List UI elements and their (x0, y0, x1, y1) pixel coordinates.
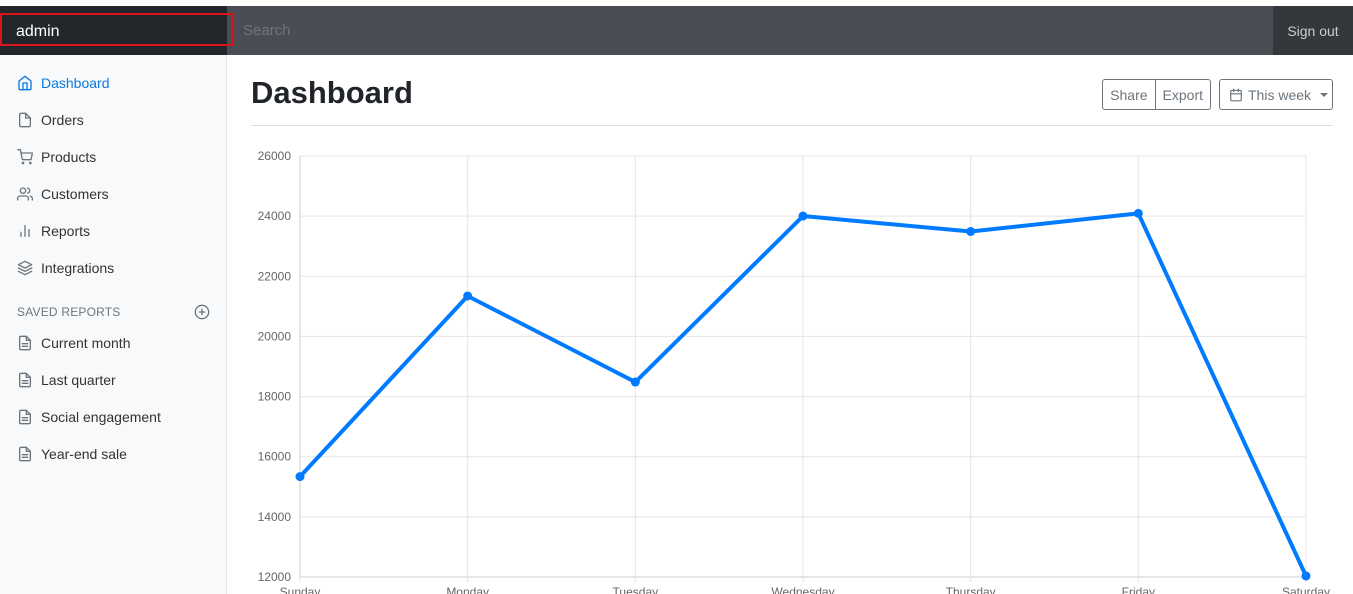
x-tick-label: Tuesday (613, 585, 659, 594)
sidebar-item-reports[interactable]: Reports (0, 212, 226, 249)
caret-down-icon (1320, 92, 1329, 97)
data-point[interactable] (966, 227, 976, 237)
chart-grid (299, 155, 1307, 582)
sidebar-item-label: Orders (41, 111, 84, 128)
file-text-icon (19, 372, 31, 387)
x-tick-label: Sunday (280, 585, 321, 594)
saved-report-social-engagement[interactable]: Social engagement (0, 398, 226, 435)
sidebar-item-dashboard[interactable]: Dashboard (0, 64, 226, 101)
x-tick-label: Saturday (1282, 585, 1330, 594)
sidebar-item-label: Dashboard (41, 74, 110, 91)
main-content: Dashboard Share Export This week (251, 55, 1333, 126)
sidebar-item-products[interactable]: Products (0, 138, 226, 175)
saved-report-current-month[interactable]: Current month (0, 324, 226, 361)
saved-report-label: Social engagement (41, 408, 161, 425)
saved-report-year-end-sale[interactable]: Year-end sale (0, 435, 226, 472)
data-point[interactable] (295, 472, 305, 482)
y-axis-ticks: 12000 14000 16000 18000 20000 22000 24000 26000 (258, 149, 292, 584)
saved-reports-heading-label: Saved reports (17, 305, 121, 319)
top-navbar: admin Sign out (0, 6, 1353, 55)
page-title: Dashboard (251, 75, 413, 110)
saved-report-label: Last quarter (41, 371, 116, 388)
y-tick-label: 20000 (258, 329, 292, 343)
x-tick-label: Thursday (946, 585, 996, 594)
y-tick-label: 12000 (258, 570, 292, 584)
data-point[interactable] (1301, 571, 1311, 581)
bar-chart-icon (20, 224, 30, 237)
plus-circle-icon[interactable] (194, 304, 210, 320)
sign-out-button[interactable]: Sign out (1273, 6, 1353, 55)
brand-link[interactable]: admin (0, 6, 227, 55)
layers-icon (17, 260, 33, 275)
y-tick-label: 22000 (258, 269, 292, 283)
saved-report-last-quarter[interactable]: Last quarter (0, 361, 226, 398)
export-button[interactable]: Export (1155, 79, 1211, 110)
search-input[interactable] (227, 6, 1273, 55)
y-tick-label: 24000 (258, 209, 292, 223)
data-point[interactable] (1133, 208, 1143, 218)
file-icon (19, 112, 31, 127)
chart-series (295, 208, 1311, 581)
period-dropdown-button[interactable]: This week (1219, 79, 1333, 110)
x-tick-label: Friday (1122, 585, 1155, 594)
sidebar-item-label: Reports (41, 222, 91, 239)
file-text-icon (19, 446, 31, 461)
file-text-icon (19, 409, 31, 424)
data-point[interactable] (798, 211, 808, 221)
home-icon (18, 75, 32, 90)
line-chart: 12000 14000 16000 18000 20000 22000 24000 26000… (258, 149, 1330, 594)
y-tick-label: 18000 (258, 390, 292, 404)
shopping-cart-icon (17, 148, 33, 164)
sidebar-item-customers[interactable]: Customers (0, 175, 226, 212)
y-tick-label: 16000 (258, 450, 292, 464)
toolbar-button-group: Share Export (1102, 79, 1211, 110)
sidebar-item-orders[interactable]: Orders (0, 101, 226, 138)
y-tick-label: 14000 (258, 510, 292, 524)
sidebar-item-integrations[interactable]: Integrations (0, 249, 226, 286)
users-icon (17, 186, 33, 201)
brand-label: admin (16, 23, 60, 40)
calendar-icon (1230, 88, 1242, 101)
period-label: This week (1248, 86, 1312, 103)
sidebar-item-label: Customers (41, 185, 109, 202)
y-tick-label: 26000 (258, 149, 292, 163)
saved-reports-heading: Saved reports (0, 300, 226, 324)
sidebar: Dashboard Orders Products Customers Repo… (0, 55, 227, 594)
sidebar-item-label: Products (41, 148, 97, 165)
chart-container: 12000 14000 16000 18000 20000 22000 24000 26000… (227, 140, 1353, 594)
x-tick-label: Wednesday (771, 585, 834, 594)
data-point[interactable] (463, 291, 473, 301)
saved-report-label: Current month (41, 334, 131, 351)
page-header: Dashboard Share Export This week (251, 55, 1333, 126)
share-button[interactable]: Share (1102, 79, 1156, 110)
file-text-icon (19, 335, 31, 350)
saved-report-label: Year-end sale (41, 445, 127, 462)
data-point[interactable] (630, 377, 640, 387)
x-axis-ticks: Sunday Monday Tuesday Wednesday Thursday Frid… (280, 585, 1330, 594)
sidebar-item-label: Integrations (41, 259, 115, 276)
x-tick-label: Monday (446, 585, 489, 594)
